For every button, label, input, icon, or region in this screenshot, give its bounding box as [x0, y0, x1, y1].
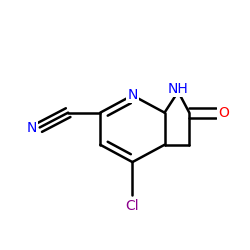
Text: N: N [26, 121, 37, 135]
Text: NH: NH [168, 82, 188, 96]
Text: Cl: Cl [126, 199, 139, 213]
Text: O: O [218, 106, 229, 120]
Text: N: N [127, 88, 138, 102]
